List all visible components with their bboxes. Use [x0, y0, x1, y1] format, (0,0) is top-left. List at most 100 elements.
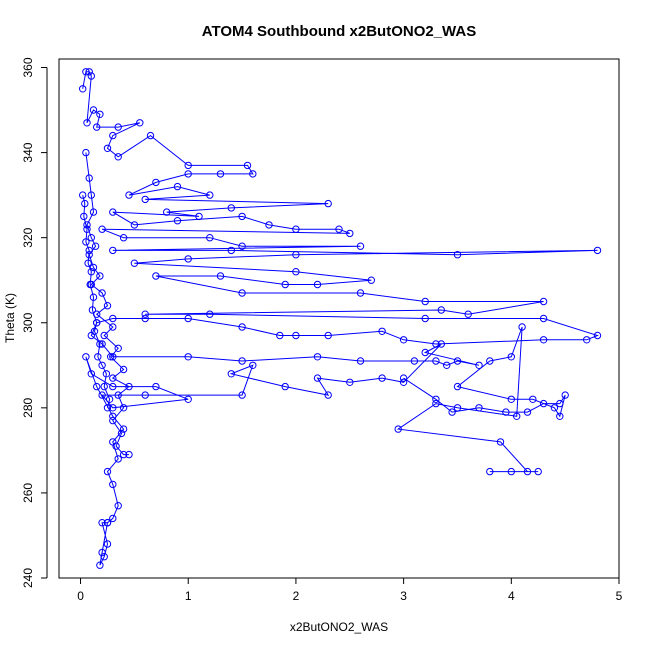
data-point: [141, 195, 149, 204]
data-point: [206, 234, 214, 242]
data-point: [346, 229, 354, 238]
data-point: [107, 353, 115, 361]
data-point: [249, 361, 257, 369]
data-point: [394, 425, 402, 433]
data-point: [89, 293, 98, 301]
data-point: [96, 561, 104, 569]
data-point: [98, 361, 106, 369]
data-point: [146, 131, 155, 140]
data-point: [243, 161, 252, 170]
data-point: [550, 404, 559, 412]
data-point: [335, 225, 343, 233]
data-point: [152, 178, 160, 187]
data-point: [593, 246, 602, 255]
data-point: [85, 174, 93, 182]
data-point: [119, 404, 128, 412]
data-point: [346, 378, 354, 386]
data-point: [593, 331, 602, 340]
data-point: [125, 191, 133, 199]
data-point: [81, 199, 89, 208]
data-point: [91, 242, 100, 250]
data-point: [513, 412, 521, 420]
data-point: [292, 225, 300, 233]
x-tick-label: 4: [508, 589, 515, 603]
data-point: [486, 467, 494, 476]
data-point: [87, 234, 96, 242]
data-point: [93, 123, 101, 131]
data-point: [324, 199, 332, 208]
x-tick-label: 0: [77, 589, 84, 603]
data-point: [114, 123, 122, 131]
data-point: [86, 280, 94, 289]
data-point: [539, 336, 548, 344]
data-point: [112, 442, 120, 450]
data-point: [100, 382, 108, 391]
data-point: [324, 391, 332, 399]
data-point: [141, 310, 149, 318]
data-point: [82, 238, 90, 246]
series-line: [82, 194, 111, 408]
data-point: [109, 382, 117, 391]
data-point: [103, 404, 112, 412]
chart-title: ATOM4 Southbound x2ButONO2_WAS: [202, 23, 476, 40]
data-point: [356, 242, 365, 250]
data-point: [399, 336, 408, 344]
x-tick-label: 5: [616, 589, 623, 603]
data-point: [89, 106, 98, 114]
data-point: [89, 208, 98, 216]
y-tick-label: 280: [21, 398, 35, 418]
data-point: [109, 404, 117, 412]
data-point: [432, 399, 440, 408]
data-point: [276, 331, 284, 340]
data-point: [114, 391, 122, 399]
x-tick-label: 3: [400, 589, 407, 603]
data-point: [486, 357, 494, 365]
data-point: [399, 378, 408, 386]
data-point: [125, 382, 133, 391]
data-point: [206, 310, 214, 318]
data-point: [184, 161, 192, 170]
data-point: [206, 191, 214, 199]
data-point: [82, 68, 90, 76]
data-point: [87, 72, 96, 80]
data-point: [421, 348, 429, 357]
data-point: [437, 340, 445, 348]
data-point: [539, 314, 548, 323]
data-point: [119, 425, 128, 433]
data-point: [539, 297, 548, 306]
data-point: [119, 450, 128, 459]
data-point: [378, 374, 386, 382]
data-point: [313, 353, 322, 361]
y-axis: 240 260 280 300 320 340 360: [21, 57, 48, 588]
data-point: [238, 289, 246, 297]
data-point: [292, 331, 300, 340]
data-point: [475, 361, 483, 369]
data-point: [410, 357, 419, 365]
data-point: [421, 314, 429, 323]
data-point: [356, 289, 365, 297]
data-point: [437, 306, 445, 314]
data-point: [378, 327, 386, 335]
data-point: [184, 170, 192, 178]
x-axis: 0 1 2 3 4 5: [77, 577, 623, 603]
data-point: [114, 153, 122, 161]
y-tick-label: 340: [21, 142, 35, 162]
data-point: [130, 221, 139, 229]
series-layer: [79, 68, 602, 569]
data-point: [80, 212, 88, 221]
series-4: [79, 191, 114, 412]
data-point: [313, 280, 322, 289]
data-point: [98, 519, 106, 527]
data-point: [141, 391, 149, 399]
data-point: [367, 276, 375, 284]
x-tick-label: 2: [293, 589, 300, 603]
data-point: [184, 395, 192, 403]
data-point: [152, 382, 160, 391]
data-point: [117, 429, 126, 438]
data-point: [216, 170, 225, 178]
data-point: [93, 319, 101, 327]
data-point: [432, 395, 440, 403]
data-point: [109, 480, 117, 489]
data-point: [523, 467, 532, 476]
